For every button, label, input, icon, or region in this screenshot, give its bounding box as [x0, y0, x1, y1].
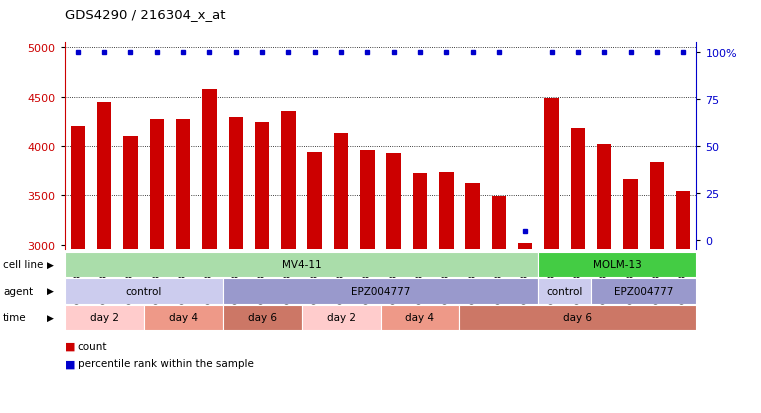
Bar: [539, 252, 696, 278]
Text: ▶: ▶: [46, 287, 54, 296]
Bar: [307, 152, 322, 413]
Text: day 6: day 6: [563, 313, 592, 323]
Bar: [97, 102, 111, 413]
Text: MV4-11: MV4-11: [282, 260, 321, 270]
Bar: [380, 305, 460, 330]
Bar: [518, 243, 533, 413]
Text: day 2: day 2: [90, 313, 119, 323]
Text: day 4: day 4: [406, 313, 435, 323]
Bar: [460, 305, 696, 330]
Text: day 2: day 2: [326, 313, 355, 323]
Bar: [334, 134, 349, 413]
Bar: [202, 90, 217, 413]
Bar: [623, 180, 638, 413]
Text: EPZ004777: EPZ004777: [614, 286, 673, 296]
Text: MOLM-13: MOLM-13: [593, 260, 642, 270]
Text: day 4: day 4: [169, 313, 198, 323]
Bar: [255, 123, 269, 413]
Bar: [71, 127, 85, 413]
Bar: [281, 112, 295, 413]
Bar: [65, 252, 539, 278]
Bar: [571, 129, 585, 413]
Bar: [597, 145, 611, 413]
Text: ■: ■: [65, 358, 75, 368]
Bar: [539, 278, 591, 304]
Bar: [387, 154, 401, 413]
Bar: [223, 278, 539, 304]
Bar: [412, 173, 427, 413]
Text: percentile rank within the sample: percentile rank within the sample: [78, 358, 253, 368]
Bar: [544, 98, 559, 413]
Bar: [228, 118, 243, 413]
Text: control: control: [546, 286, 583, 296]
Bar: [439, 172, 454, 413]
Bar: [150, 120, 164, 413]
Bar: [591, 278, 696, 304]
Text: day 6: day 6: [247, 313, 276, 323]
Text: EPZ004777: EPZ004777: [351, 286, 410, 296]
Text: count: count: [78, 341, 107, 351]
Text: GDS4290 / 216304_x_at: GDS4290 / 216304_x_at: [65, 8, 225, 21]
Bar: [123, 137, 138, 413]
Bar: [144, 305, 223, 330]
Bar: [65, 278, 223, 304]
Text: time: time: [3, 313, 27, 323]
Bar: [650, 162, 664, 413]
Bar: [492, 197, 506, 413]
Bar: [360, 151, 374, 413]
Bar: [176, 120, 190, 413]
Text: ▶: ▶: [46, 313, 54, 322]
Text: ■: ■: [65, 341, 75, 351]
Bar: [466, 184, 480, 413]
Bar: [65, 305, 144, 330]
Bar: [676, 192, 690, 413]
Text: cell line: cell line: [3, 260, 43, 270]
Bar: [223, 305, 301, 330]
Text: control: control: [126, 286, 162, 296]
Text: ▶: ▶: [46, 260, 54, 269]
Text: agent: agent: [3, 286, 33, 296]
Bar: [301, 305, 380, 330]
